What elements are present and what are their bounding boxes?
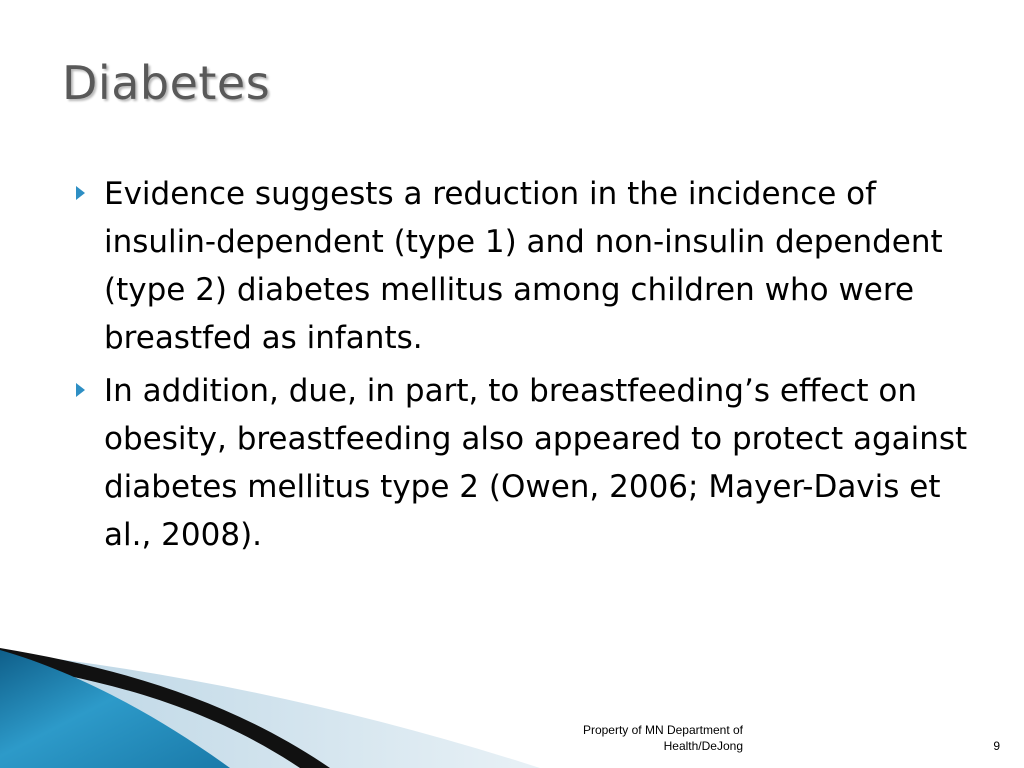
bullet-text: In addition, due, in part, to breastfeed… [104, 373, 968, 553]
triangle-bullet-icon [76, 383, 85, 397]
bullet-item: In addition, due, in part, to breastfeed… [76, 367, 976, 559]
bullet-item: Evidence suggests a reduction in the inc… [76, 170, 976, 362]
swoosh-dark-stripe [0, 648, 330, 768]
swoosh-blue-band [0, 650, 230, 768]
slide-number: 9 [993, 739, 1000, 753]
slide-title: Diabetes [62, 56, 271, 110]
footer-text: Property of MN Department of Health/DeJo… [582, 723, 743, 753]
bullet-list: Evidence suggests a reduction in the inc… [76, 170, 976, 564]
triangle-bullet-icon [76, 186, 85, 200]
bullet-text: Evidence suggests a reduction in the inc… [104, 176, 943, 356]
